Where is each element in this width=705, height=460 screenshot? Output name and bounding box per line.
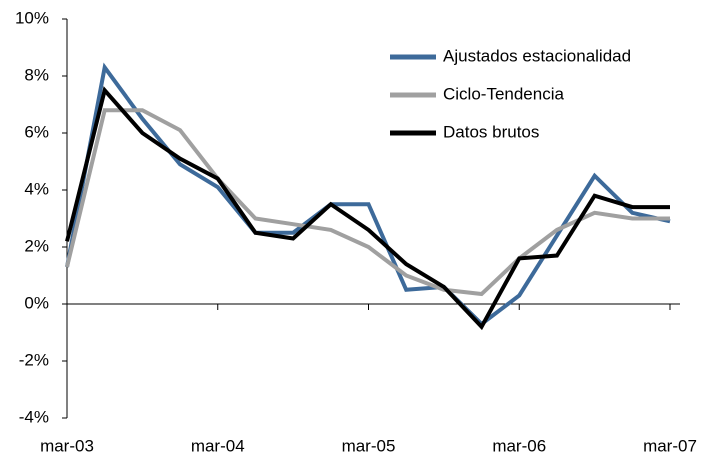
x-tick-label: mar-05 <box>342 436 396 455</box>
y-tick-label: 0% <box>24 293 49 312</box>
x-tick-label: mar-06 <box>492 436 546 455</box>
x-tick-label: mar-03 <box>40 436 94 455</box>
x-tick-label: mar-04 <box>191 436 245 455</box>
series-line <box>65 86 670 331</box>
y-tick-label: 2% <box>24 236 49 255</box>
y-tick-label: 6% <box>24 122 49 141</box>
legend-label: Ajustados estacionalidad <box>443 46 631 65</box>
y-tick-label: -4% <box>19 407 49 426</box>
legend-label: Datos brutos <box>443 122 539 141</box>
y-tick-label: -2% <box>19 350 49 369</box>
legend-label: Ciclo-Tendencia <box>443 84 564 103</box>
y-tick-label: 10% <box>15 8 49 27</box>
series-line <box>65 62 671 327</box>
series-line <box>65 108 670 297</box>
y-tick-label: 4% <box>24 179 49 198</box>
y-tick-label: 8% <box>24 65 49 84</box>
x-tick-label: mar-07 <box>643 436 697 455</box>
